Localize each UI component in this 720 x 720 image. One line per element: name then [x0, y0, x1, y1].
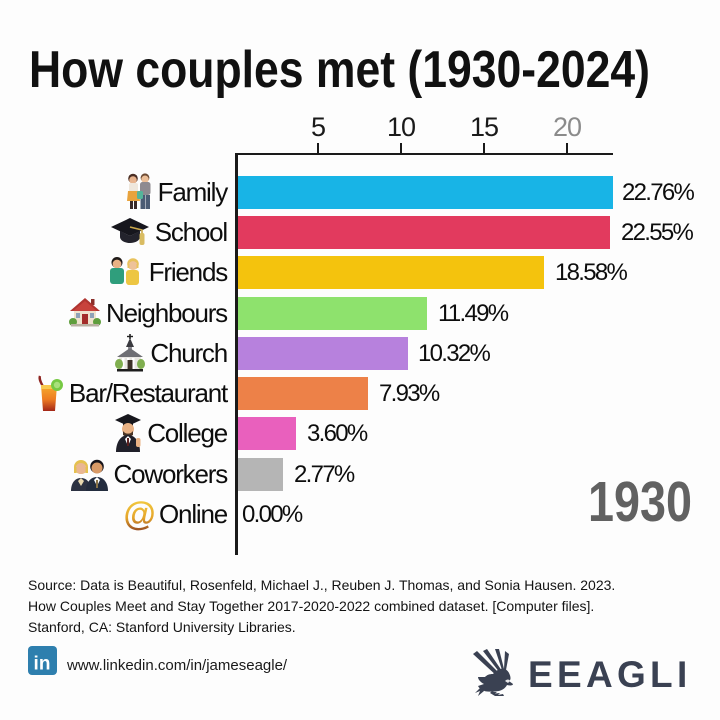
- svg-text:@: @: [124, 497, 154, 531]
- svg-text:in: in: [34, 654, 51, 675]
